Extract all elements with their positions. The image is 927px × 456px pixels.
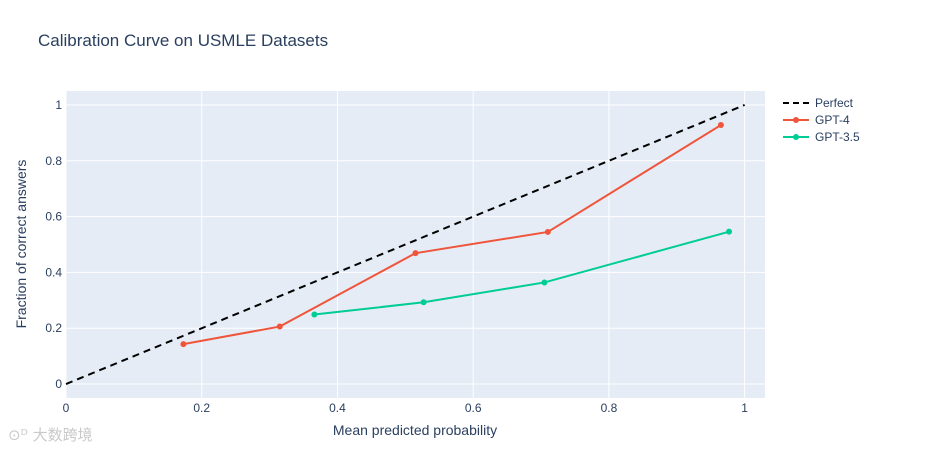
legend-label: Perfect bbox=[815, 96, 854, 110]
watermark-logo: ⊙ᴰ 大数跨境 bbox=[8, 424, 93, 445]
x-tick-label: 1 bbox=[741, 401, 748, 415]
series-line-gpt-3-5 bbox=[314, 230, 730, 316]
watermark-text: 大数跨境 bbox=[32, 426, 93, 444]
data-point-gpt-3-5 bbox=[311, 311, 318, 318]
x-tick-label: 0.8 bbox=[601, 401, 618, 415]
y-tick-label: 0 bbox=[55, 377, 62, 391]
y-tick-label: 0.8 bbox=[45, 154, 62, 168]
data-point-gpt-3-5 bbox=[420, 299, 427, 306]
data-point-gpt-3-5 bbox=[541, 279, 548, 286]
legend-label: GPT-3.5 bbox=[815, 130, 860, 144]
x-axis-title: Mean predicted probability bbox=[333, 422, 497, 438]
series-layer bbox=[65, 104, 746, 385]
data-point-gpt-4 bbox=[276, 323, 283, 330]
y-tick-label: 0.6 bbox=[45, 210, 62, 224]
y-tick-label: 0.2 bbox=[45, 321, 62, 335]
data-point-gpt-4 bbox=[180, 341, 187, 348]
data-point-gpt-3-5 bbox=[726, 228, 733, 235]
data-point-gpt-4 bbox=[717, 122, 724, 129]
y-axis-title: Fraction of correct answers bbox=[13, 160, 29, 329]
tick-labels: 0 0.2 0.4 0.6 0.8 1 0 0.2 0.4 0.6 0.8 1 bbox=[45, 98, 748, 415]
x-tick-label: 0.4 bbox=[329, 401, 346, 415]
watermark-icon: ⊙ᴰ bbox=[8, 426, 28, 444]
legend-item-gpt-3-5[interactable]: GPT-3.5 bbox=[783, 130, 860, 144]
x-tick-label: 0.6 bbox=[465, 401, 482, 415]
data-point-gpt-4 bbox=[412, 250, 419, 257]
legend[interactable]: Perfect GPT-4 GPT-3.5 bbox=[783, 96, 860, 144]
legend-item-perfect[interactable]: Perfect bbox=[783, 96, 854, 110]
legend-marker bbox=[793, 134, 799, 140]
series-line-perfect bbox=[65, 104, 746, 385]
x-tick-label: 0.2 bbox=[193, 401, 210, 415]
plot-area bbox=[66, 91, 765, 398]
legend-label: GPT-4 bbox=[815, 113, 850, 127]
data-point-gpt-4 bbox=[544, 228, 551, 235]
y-tick-label: 0.4 bbox=[45, 265, 62, 279]
chart-title: Calibration Curve on USMLE Datasets bbox=[38, 31, 328, 50]
x-tick-label: 0 bbox=[63, 401, 70, 415]
legend-marker bbox=[793, 117, 799, 123]
legend-item-gpt-4[interactable]: GPT-4 bbox=[783, 113, 850, 127]
gridlines bbox=[65, 91, 765, 398]
y-tick-label: 1 bbox=[55, 98, 62, 112]
